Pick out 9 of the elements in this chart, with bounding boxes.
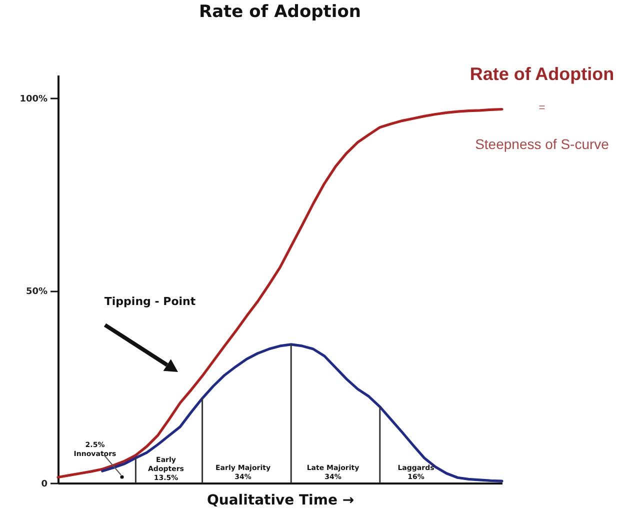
y-tick-label: 0 bbox=[41, 480, 48, 490]
chart-title: Rate of Adoption bbox=[198, 2, 362, 22]
annotation: Tipping - Point bbox=[104, 295, 196, 308]
x-axis-title: Qualitative Time → bbox=[206, 492, 354, 508]
y-tick-label: 50% bbox=[26, 287, 48, 298]
annotation: Steepness of S-curve bbox=[475, 136, 610, 152]
y-tick-label: 100% bbox=[20, 94, 48, 105]
text: = bbox=[538, 102, 546, 114]
annotation: Rate of Adoption bbox=[470, 64, 614, 84]
